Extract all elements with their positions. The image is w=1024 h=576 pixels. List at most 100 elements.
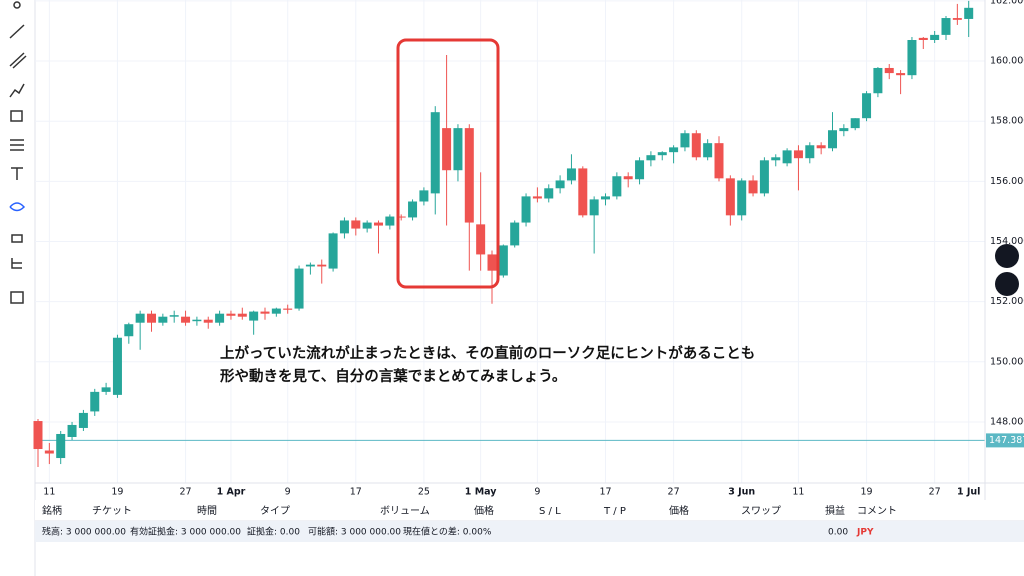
candle-body <box>862 93 872 119</box>
price-label: 147.387 <box>989 435 1024 446</box>
y-tick-label: 154.000 <box>990 236 1024 247</box>
x-tick-label: 3 Jun <box>728 487 755 498</box>
candle-body <box>226 313 236 316</box>
candle-body <box>896 73 906 76</box>
candle-body <box>67 424 77 437</box>
x-tick-label: 17 <box>599 487 611 498</box>
candle-body <box>430 112 440 194</box>
candle-body <box>453 128 463 171</box>
x-tick-label: 27 <box>929 487 941 498</box>
annotation-line: 形や動きを見て、自分の言葉でまとめてみましょう。 <box>220 367 566 385</box>
candle-body <box>158 316 168 323</box>
candle-body <box>419 190 429 202</box>
candle-body <box>249 311 259 321</box>
y-tick-label: 162.000 <box>990 0 1024 6</box>
candle-body <box>657 152 667 156</box>
candle-body <box>78 412 88 428</box>
ai-button[interactable] <box>995 244 1019 268</box>
summary-item: 可能額: 3 000 000.00 <box>308 526 401 538</box>
candle-body <box>237 313 247 317</box>
candle-body <box>396 216 406 218</box>
candle-body <box>408 201 418 218</box>
column-header: チケット <box>92 505 132 517</box>
candle-body <box>374 222 383 226</box>
x-tick-label: 27 <box>668 487 680 498</box>
summary-item: 残高: 3 000 000.00 <box>42 526 126 538</box>
side-buttons[interactable] <box>995 244 1019 296</box>
column-header: T / P <box>603 506 626 517</box>
candle-body <box>793 150 803 159</box>
x-tick-label: 9 <box>285 487 291 498</box>
candle-body <box>669 147 679 153</box>
candle-body <box>385 216 395 226</box>
x-tick-label: 1 Apr <box>217 487 246 498</box>
candle-body <box>283 308 293 310</box>
candle-body <box>317 264 327 267</box>
candle-body <box>839 128 849 132</box>
summary-item: 現在値との差: 0.00% <box>403 526 492 538</box>
candle-body <box>816 145 826 149</box>
x-tick-label: 17 <box>350 487 362 498</box>
y-tick-label: 160.000 <box>990 56 1024 67</box>
candle-body <box>351 220 361 229</box>
candle-body <box>907 39 917 76</box>
x-tick-label: 1 May <box>465 487 497 498</box>
candle-body <box>828 130 837 149</box>
x-tick-label: 19 <box>111 487 123 498</box>
candle-body <box>294 268 304 309</box>
candle-body <box>476 224 486 255</box>
candle-body <box>181 316 191 323</box>
candle-body <box>759 160 769 194</box>
candle-body <box>44 450 54 454</box>
candle-body <box>646 155 656 161</box>
candle-body <box>464 128 474 223</box>
candle-body <box>101 387 111 392</box>
candle-body <box>510 222 520 246</box>
candle-body <box>918 37 928 40</box>
candle-body <box>884 67 894 74</box>
candle-body <box>192 319 202 322</box>
candle-body <box>578 168 588 216</box>
candle-body <box>589 199 599 216</box>
toolbar <box>9 0 36 576</box>
candle-body <box>873 67 883 94</box>
candle-body <box>260 311 270 314</box>
candle-body <box>680 133 690 148</box>
candle-body <box>124 324 134 337</box>
candle-body <box>850 118 860 129</box>
x-tick-label: 9 <box>534 487 540 498</box>
table-header <box>35 500 1024 521</box>
candle-body <box>612 176 622 197</box>
column-header: ボリューム <box>380 505 430 517</box>
summary-item: 有効証拠金: 3 000 000.00 <box>130 526 241 538</box>
candle-body <box>521 196 531 223</box>
column-header: タイプ <box>260 505 290 517</box>
x-tick-label: 19 <box>861 487 873 498</box>
candle-body <box>442 128 452 171</box>
y-tick-label: 150.000 <box>990 356 1024 367</box>
x-tick-label: 11 <box>43 487 55 498</box>
candle-body <box>328 233 338 269</box>
candle-body <box>135 313 145 323</box>
candle-body <box>90 391 100 412</box>
candle-body <box>555 180 565 189</box>
column-header: 銘柄 <box>42 504 62 517</box>
x-tick-label: 25 <box>418 487 430 498</box>
column-header: スワップ <box>741 505 781 517</box>
highlight-box <box>396 38 500 289</box>
column-header: 価格 <box>669 504 689 517</box>
candle-body <box>215 313 225 323</box>
y-tick-label: 158.000 <box>990 116 1024 127</box>
column-header: 価格 <box>474 504 494 517</box>
candle-body <box>33 421 43 450</box>
y-tick-label: 148.000 <box>990 416 1024 427</box>
candle-body <box>56 433 66 459</box>
annotation-line: 上がっていた流れが止まったときは、その直前のローソク足にヒントがあることも <box>220 344 755 362</box>
candle-body <box>169 315 179 317</box>
candle-body <box>691 133 701 158</box>
candle-body <box>805 145 815 159</box>
translate-button[interactable] <box>995 272 1019 296</box>
column-header: 損益 <box>825 504 845 517</box>
